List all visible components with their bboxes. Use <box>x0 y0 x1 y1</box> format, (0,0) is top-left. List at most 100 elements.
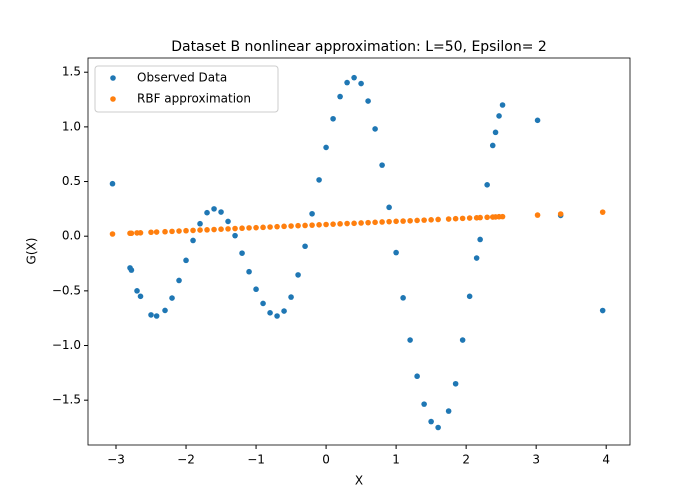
legend-box <box>94 65 279 113</box>
point <box>365 219 371 226</box>
point <box>452 215 459 222</box>
point <box>190 227 196 234</box>
point <box>323 221 329 228</box>
point <box>330 115 336 122</box>
y-tick-label: −0.5 <box>52 283 81 297</box>
point <box>239 250 245 256</box>
point <box>169 295 175 301</box>
point <box>295 272 301 278</box>
point <box>176 228 182 234</box>
point <box>351 220 357 227</box>
point <box>295 222 301 229</box>
point <box>337 93 343 100</box>
point <box>435 216 441 223</box>
point <box>137 230 144 236</box>
point <box>477 236 483 243</box>
point <box>400 295 406 301</box>
point <box>260 300 266 307</box>
point <box>337 221 343 227</box>
point <box>466 215 473 221</box>
point <box>599 307 606 314</box>
point <box>414 217 420 224</box>
point <box>407 337 413 343</box>
point <box>169 228 175 235</box>
point <box>274 313 280 319</box>
y-axis-label: G(X) <box>25 238 39 265</box>
point <box>372 219 378 226</box>
point <box>153 229 160 235</box>
point <box>414 373 420 380</box>
point <box>499 102 506 108</box>
point <box>109 231 116 237</box>
point <box>344 79 350 86</box>
x-tick-label: −3 <box>107 453 125 467</box>
point <box>496 113 502 119</box>
point <box>473 255 480 261</box>
point <box>281 223 287 230</box>
legend-marker <box>110 96 116 102</box>
point <box>218 226 224 232</box>
point <box>274 223 280 230</box>
point <box>407 217 413 224</box>
point <box>386 218 392 225</box>
point <box>421 217 427 223</box>
point <box>421 401 427 407</box>
point <box>162 307 168 314</box>
point <box>452 380 459 387</box>
x-tick-label: −2 <box>177 453 195 467</box>
x-tick-label: 1 <box>392 453 400 467</box>
point <box>302 243 308 250</box>
point <box>489 142 496 149</box>
point <box>477 214 483 221</box>
point <box>211 206 217 212</box>
point <box>302 222 308 229</box>
point <box>435 424 441 431</box>
point <box>225 218 231 225</box>
point <box>267 310 273 316</box>
point <box>393 218 399 225</box>
point <box>225 226 231 232</box>
point <box>492 129 499 136</box>
point <box>557 211 564 217</box>
point <box>246 225 252 231</box>
y-tick-label: 0.0 <box>62 229 81 243</box>
legend-label: Observed Data <box>137 71 227 85</box>
point <box>218 209 224 215</box>
point <box>232 232 238 239</box>
point <box>358 220 364 226</box>
point <box>323 144 329 151</box>
point <box>534 212 541 218</box>
point <box>148 229 154 236</box>
point <box>190 237 196 244</box>
point <box>386 204 392 211</box>
x-axis-label: X <box>355 474 363 488</box>
point <box>379 219 385 225</box>
point <box>459 337 466 343</box>
point <box>484 214 490 221</box>
point <box>128 267 135 273</box>
point <box>253 286 259 293</box>
point <box>445 408 452 414</box>
point <box>204 209 210 216</box>
point <box>137 293 144 300</box>
point <box>330 221 336 227</box>
point <box>281 308 287 314</box>
point <box>379 162 385 168</box>
point <box>459 215 466 222</box>
legend-marker <box>110 75 116 81</box>
x-tick-label: −1 <box>247 453 265 467</box>
point <box>344 220 350 227</box>
point <box>445 216 452 222</box>
point <box>534 117 541 124</box>
point <box>428 418 434 425</box>
point <box>109 180 116 187</box>
legend-label: RBF approximation <box>137 92 251 106</box>
point <box>316 222 322 228</box>
point <box>288 223 294 229</box>
x-tick-label: 4 <box>602 453 610 467</box>
y-tick-label: 1.5 <box>62 65 81 79</box>
point <box>246 268 252 275</box>
point <box>134 288 140 294</box>
point <box>267 224 273 230</box>
point <box>428 216 434 223</box>
